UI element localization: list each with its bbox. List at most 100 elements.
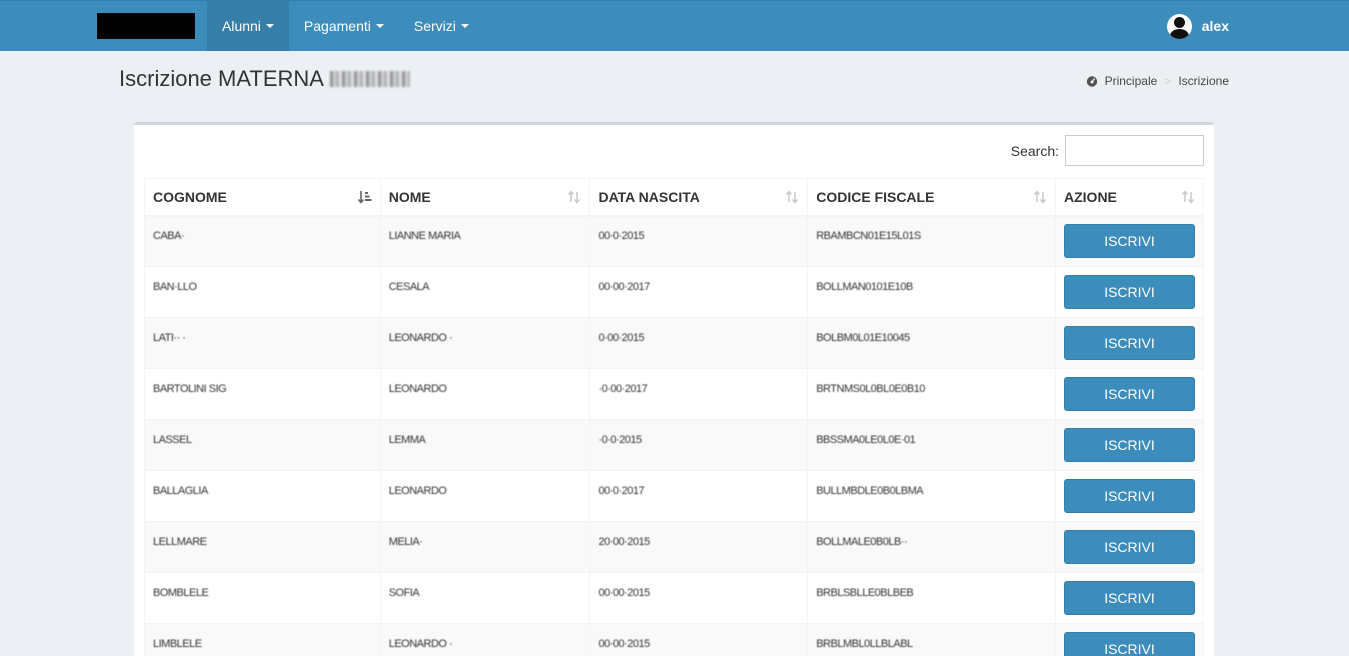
iscrivi-button[interactable]: ISCRIVI <box>1064 326 1195 360</box>
data-nascita-value: 00·00·2015 <box>598 637 650 650</box>
column-header-label: NOME <box>388 188 431 205</box>
cell-azione: ISCRIVI <box>1055 368 1204 420</box>
table-row: BAN·LLO CESALA 00·00·2017 BOLLMAN0101E10… <box>144 266 1204 318</box>
table-row: BALLAGLIA LEONARDO 00·0·2017 BULLMBDLE0B… <box>144 470 1204 522</box>
column-header-data-nascita[interactable]: DATA NASCITA <box>589 178 809 217</box>
data-nascita-value: 00·00·2017 <box>598 280 650 293</box>
codice-fiscale-value: BOLLMALE0B0LB·· <box>816 535 908 548</box>
cell-nome: LIANNE MARIA <box>379 215 591 267</box>
codice-fiscale-value: BRBLMBL0LLBLABL <box>816 637 913 650</box>
data-nascita-value: 00·00·2015 <box>598 586 650 599</box>
search-label: Search: <box>1010 142 1059 159</box>
nome-value: LEONARDO <box>388 484 447 497</box>
cell-azione: ISCRIVI <box>1055 266 1204 318</box>
table-row: BARTOLINI SIG LEONARDO ·0·00·2017 BRTNMS… <box>144 368 1204 420</box>
cell-cognome: LELLMARE <box>144 521 381 573</box>
cell-codice-fiscale: RBAMBCN01E15L01S <box>807 215 1056 267</box>
table-row: CABA· LIANNE MARIA 00·0·2015 RBAMBCN01E1… <box>144 215 1204 267</box>
iscrivi-button[interactable]: ISCRIVI <box>1064 377 1195 411</box>
redacted-school-name <box>329 71 410 87</box>
cell-azione: ISCRIVI <box>1055 521 1204 573</box>
nome-value: LEONARDO · <box>388 637 453 650</box>
search-input[interactable] <box>1065 135 1204 166</box>
students-table: COGNOME NOME DATA NASCITA <box>144 178 1204 656</box>
iscrivi-button[interactable]: ISCRIVI <box>1064 530 1195 564</box>
data-nascita-value: 00·0·2017 <box>598 484 645 497</box>
cognome-value: LATI·· · <box>153 331 186 344</box>
cell-codice-fiscale: BBSSMA0LE0L0E·01 <box>807 419 1056 471</box>
cell-azione: ISCRIVI <box>1055 572 1204 624</box>
table-header-row: COGNOME NOME DATA NASCITA <box>144 178 1204 217</box>
cell-azione: ISCRIVI <box>1055 623 1204 656</box>
nome-value: MELIA· <box>388 535 423 548</box>
cell-data-nascita: 00·0·2015 <box>589 215 809 267</box>
column-header-cognome[interactable]: COGNOME <box>144 178 381 217</box>
nav-item-servizi[interactable]: Servizi <box>399 1 484 51</box>
cognome-value: LIMBLELE <box>153 637 202 650</box>
cell-nome: SOFIA <box>379 572 591 624</box>
logo[interactable] <box>97 13 195 39</box>
nome-value: LEONARDO <box>388 382 447 395</box>
iscrivi-button[interactable]: ISCRIVI <box>1064 275 1195 309</box>
cognome-value: CABA· <box>153 229 185 242</box>
nav-item-alunni[interactable]: Alunni <box>207 1 289 51</box>
page-title-text: Iscrizione MATERNA <box>119 66 324 91</box>
search-area: Search: <box>1011 135 1204 166</box>
data-nascita-value: ·0·0·2015 <box>598 433 642 446</box>
iscrivi-button[interactable]: ISCRIVI <box>1064 632 1195 656</box>
cell-azione: ISCRIVI <box>1055 215 1204 267</box>
column-header-label: DATA NASCITA <box>598 188 700 205</box>
column-header-label: AZIONE <box>1064 188 1117 205</box>
data-nascita-value: 20·00·2015 <box>598 535 650 548</box>
user-menu[interactable]: alex <box>1166 1 1229 51</box>
cell-cognome: LASSEL <box>144 419 381 471</box>
cell-azione: ISCRIVI <box>1055 470 1204 522</box>
cell-codice-fiscale: BOLLMALE0B0LB·· <box>807 521 1056 573</box>
iscrivi-button[interactable]: ISCRIVI <box>1064 581 1195 615</box>
cell-cognome: CABA· <box>144 215 381 267</box>
codice-fiscale-value: RBAMBCN01E15L01S <box>816 229 921 242</box>
dashboard-icon <box>1086 76 1097 87</box>
nav-item-pagamenti[interactable]: Pagamenti <box>289 1 399 51</box>
caret-down-icon <box>265 24 274 28</box>
table-row: LASSEL LEMMA ·0·0·2015 BBSSMA0LE0L0E·01 … <box>144 419 1204 471</box>
cell-azione: ISCRIVI <box>1055 419 1204 471</box>
codice-fiscale-value: BBSSMA0LE0L0E·01 <box>816 433 916 446</box>
column-header-codice-fiscale[interactable]: CODICE FISCALE <box>807 178 1056 217</box>
cell-data-nascita: ·0·00·2017 <box>589 368 809 420</box>
cell-codice-fiscale: BOLLMAN0101E10B <box>807 266 1056 318</box>
table-row: BOMBLELE SOFIA 00·00·2015 BRBLSBLLE0BLBE… <box>144 572 1204 624</box>
codice-fiscale-value: BRBLSBLLE0BLBEB <box>816 586 914 599</box>
sort-both-icon <box>1033 190 1047 204</box>
cell-cognome: BOMBLELE <box>144 572 381 624</box>
column-header-azione[interactable]: AZIONE <box>1055 178 1204 217</box>
table-row: LELLMARE MELIA· 20·00·2015 BOLLMALE0B0LB… <box>144 521 1204 573</box>
codice-fiscale-value: BOLLMAN0101E10B <box>816 280 913 293</box>
nav-item-label: Alunni <box>222 18 261 34</box>
nome-value: LEMMA <box>388 433 426 446</box>
cell-nome: LEMMA <box>379 419 591 471</box>
column-header-nome[interactable]: NOME <box>379 178 591 217</box>
iscrivi-button[interactable]: ISCRIVI <box>1064 428 1195 462</box>
cell-cognome: BAN·LLO <box>144 266 381 318</box>
cell-nome: LEONARDO · <box>379 623 591 656</box>
breadcrumb-current: Iscrizione <box>1178 74 1229 88</box>
nome-value: LEONARDO · <box>388 331 453 344</box>
cell-cognome: BARTOLINI SIG <box>144 368 381 420</box>
iscrivi-button[interactable]: ISCRIVI <box>1064 479 1195 513</box>
cognome-value: BOMBLELE <box>153 586 209 599</box>
breadcrumb-home-link[interactable]: Principale <box>1104 74 1158 88</box>
cell-nome: LEONARDO · <box>379 317 591 369</box>
iscrivi-button[interactable]: ISCRIVI <box>1064 224 1195 259</box>
nav-item-label: Servizi <box>413 18 456 34</box>
cell-data-nascita: 00·00·2015 <box>589 623 809 656</box>
user-name: alex <box>1201 18 1229 34</box>
caret-down-icon <box>460 24 469 28</box>
page-title: Iscrizione MATERNA <box>119 66 410 92</box>
cell-codice-fiscale: BRBLMBL0LLBLABL <box>807 623 1056 656</box>
cell-data-nascita: 00·00·2015 <box>589 572 809 624</box>
cognome-value: LELLMARE <box>153 535 207 548</box>
cell-azione: ISCRIVI <box>1055 317 1204 369</box>
cell-cognome: LIMBLELE <box>144 623 381 656</box>
cell-data-nascita: 00·0·2017 <box>589 470 809 522</box>
